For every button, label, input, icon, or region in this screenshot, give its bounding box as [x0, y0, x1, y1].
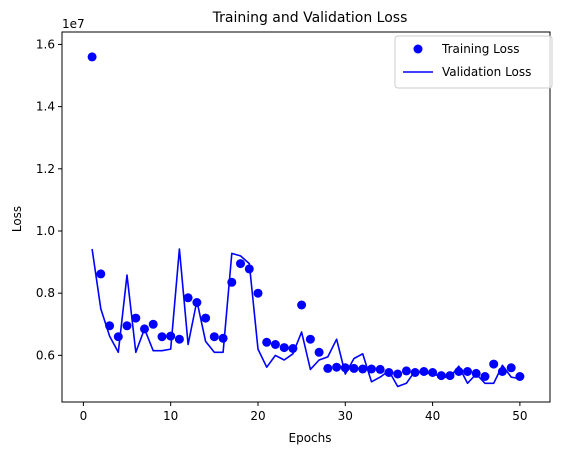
training-loss-point	[367, 364, 376, 374]
y-axis-label: Loss	[10, 206, 24, 232]
training-loss-point	[192, 298, 202, 307]
training-loss-point	[323, 363, 333, 373]
chart-title: Training and Validation Loss	[212, 10, 408, 26]
training-loss-point	[340, 363, 350, 373]
y-offset-label: 1e7	[62, 17, 85, 31]
training-loss-point	[358, 364, 368, 374]
training-loss-point	[148, 319, 158, 329]
x-tick-label: 20	[250, 409, 265, 423]
training-loss-point	[297, 300, 307, 310]
training-loss-point	[515, 372, 525, 381]
training-loss-point	[122, 321, 132, 331]
training-loss-point	[401, 366, 411, 376]
y-axis: 0.6 0.8 1.0 1.2 1.4 1.6	[36, 37, 62, 362]
training-loss-point	[279, 343, 289, 353]
training-loss-point	[332, 362, 342, 372]
y-tick-label: 1.0	[36, 224, 55, 238]
training-loss-point	[506, 363, 516, 373]
legend-frame	[394, 35, 553, 89]
legend-label-validation-loss: Validation Loss	[442, 65, 531, 79]
training-loss-point	[471, 368, 481, 378]
training-loss-point	[314, 347, 324, 357]
training-loss-point	[218, 333, 228, 343]
training-loss-point	[166, 331, 176, 341]
training-loss-point	[174, 334, 184, 344]
training-loss-point	[209, 332, 219, 342]
training-loss-point	[454, 367, 464, 376]
training-loss-point	[349, 363, 359, 373]
training-loss-point	[157, 332, 167, 342]
y-tick-label: 1.4	[36, 100, 55, 114]
plot-area-frame	[61, 31, 551, 403]
training-loss-point	[384, 368, 394, 377]
training-loss-point	[480, 372, 490, 381]
x-axis-label: Epochs	[289, 431, 332, 445]
x-tick-label: 10	[163, 409, 178, 423]
x-tick-label: 50	[512, 409, 527, 423]
training-loss-point	[262, 337, 272, 347]
y-tick-label: 0.6	[36, 348, 55, 362]
training-loss-point	[227, 277, 237, 287]
training-loss-point	[410, 368, 420, 377]
training-loss-point	[270, 340, 280, 349]
legend: Training Loss Validation Loss	[394, 35, 553, 89]
training-loss-point	[445, 371, 455, 381]
y-tick-label: 0.8	[36, 286, 55, 300]
training-loss-point	[253, 288, 263, 298]
legend-marker-training-loss	[413, 44, 423, 54]
training-loss-point	[183, 293, 193, 303]
training-loss-point	[131, 313, 141, 323]
training-loss-point	[428, 368, 438, 377]
training-loss-point	[87, 52, 97, 62]
training-loss-point	[236, 259, 245, 269]
training-loss-point	[305, 334, 315, 344]
x-tick-label: 0	[80, 409, 88, 423]
y-tick-label: 1.2	[36, 162, 55, 176]
training-loss-point	[288, 344, 298, 353]
x-axis: 0 10 20 30 40 50	[80, 402, 528, 423]
training-loss-point	[244, 264, 254, 274]
training-loss-point	[463, 367, 472, 376]
training-loss-point	[201, 313, 211, 323]
training-loss-point	[375, 364, 385, 374]
training-loss-point	[113, 332, 123, 342]
training-loss-point	[393, 369, 403, 379]
training-loss-point	[489, 359, 499, 369]
legend-label-training-loss: Training Loss	[441, 42, 519, 56]
series-layer	[87, 52, 525, 388]
training-loss-point	[497, 367, 507, 376]
training-loss-point	[140, 324, 149, 334]
x-tick-label: 40	[425, 409, 440, 423]
y-tick-label: 1.6	[36, 37, 55, 51]
validation-loss-line	[91, 248, 521, 388]
training-loss-point	[105, 321, 115, 331]
training-loss-point	[96, 269, 106, 279]
training-loss-point	[436, 371, 446, 381]
x-tick-label: 30	[338, 409, 353, 423]
training-loss-point	[419, 367, 429, 376]
